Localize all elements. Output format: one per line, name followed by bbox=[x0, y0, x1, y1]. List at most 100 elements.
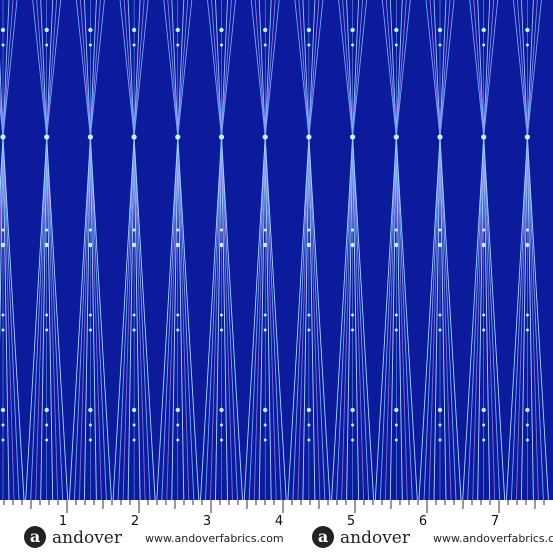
pattern bbox=[0, 0, 549, 501]
pattern-dot bbox=[263, 423, 267, 427]
pattern-dot bbox=[438, 228, 442, 232]
pattern-dot bbox=[132, 313, 136, 317]
pattern-dot bbox=[262, 134, 268, 140]
pattern-dot bbox=[263, 27, 268, 33]
pattern-dot bbox=[263, 242, 268, 248]
pattern-dot bbox=[0, 242, 6, 248]
pattern-dot bbox=[45, 228, 49, 232]
pattern-dot bbox=[175, 407, 180, 413]
pattern-dot bbox=[1, 228, 5, 232]
pattern-dot bbox=[176, 313, 180, 317]
ruler-number: 6 bbox=[419, 514, 427, 529]
ruler-number: 3 bbox=[203, 514, 211, 529]
pattern-dot bbox=[0, 134, 6, 140]
ruler bbox=[0, 500, 553, 553]
ruler-ticks bbox=[3, 500, 545, 513]
pattern-dot bbox=[88, 313, 92, 317]
logo-badge bbox=[24, 526, 46, 548]
pattern-dot bbox=[394, 423, 398, 427]
pattern-dot bbox=[394, 27, 399, 33]
logo-badge bbox=[312, 526, 334, 548]
pattern-dot bbox=[45, 43, 49, 47]
pattern-dot bbox=[88, 242, 93, 248]
pattern-dot bbox=[351, 43, 355, 47]
pattern-dot bbox=[1, 313, 5, 317]
pattern-dot bbox=[88, 228, 92, 232]
pattern-dot bbox=[438, 438, 442, 442]
brand-url: www.andoverfabrics.com bbox=[145, 532, 284, 545]
pattern-dot bbox=[350, 27, 355, 33]
pattern-dot bbox=[438, 423, 442, 427]
pattern-dot bbox=[482, 228, 486, 232]
pattern-dot bbox=[482, 313, 486, 317]
pattern-dot bbox=[44, 134, 50, 140]
pattern-dot bbox=[88, 27, 93, 33]
brand-url: www.andoverfabrics.com bbox=[433, 532, 553, 545]
pattern-dot bbox=[176, 423, 180, 427]
ruler-numbers: 1 2 3 4 5 6 7 bbox=[59, 514, 499, 529]
pattern-dot bbox=[525, 313, 529, 317]
pattern-dot bbox=[482, 438, 486, 442]
pattern-dot bbox=[220, 438, 223, 442]
pattern-dot bbox=[45, 438, 49, 442]
pattern-dot bbox=[220, 228, 223, 232]
pattern-dot bbox=[131, 242, 137, 248]
pattern-dot bbox=[220, 423, 223, 427]
pattern-dot bbox=[482, 328, 486, 332]
pattern-dot bbox=[525, 407, 530, 413]
pattern-dot bbox=[525, 423, 529, 427]
pattern-dot bbox=[525, 228, 529, 232]
pattern-dot bbox=[307, 228, 311, 232]
pattern-dot bbox=[394, 43, 398, 47]
pattern-dot bbox=[307, 328, 311, 332]
pattern-dot bbox=[524, 134, 531, 140]
pattern-dot bbox=[175, 134, 181, 140]
pattern-dot bbox=[88, 438, 92, 442]
pattern-dot bbox=[394, 438, 398, 442]
pattern-dot bbox=[219, 407, 224, 413]
pattern-dot bbox=[307, 313, 311, 317]
ruler-number: 2 bbox=[131, 514, 139, 529]
pattern-dot bbox=[176, 328, 180, 332]
pattern-dot bbox=[132, 228, 136, 232]
pattern-dot bbox=[394, 328, 398, 332]
fabric-background bbox=[0, 0, 553, 500]
brand-name: andover bbox=[52, 528, 123, 548]
pattern-dot bbox=[438, 43, 442, 47]
pattern-dot bbox=[394, 242, 399, 248]
pattern-dot bbox=[45, 328, 49, 332]
pattern-dot bbox=[481, 242, 486, 248]
pattern-dot bbox=[219, 27, 224, 33]
pattern-dot bbox=[437, 27, 443, 33]
pattern-dot bbox=[44, 27, 49, 33]
ruler-number: 4 bbox=[275, 514, 283, 529]
pattern-dot bbox=[481, 134, 487, 140]
pattern-dot bbox=[394, 313, 398, 317]
pattern-dot bbox=[263, 438, 267, 442]
ruler-number: 1 bbox=[59, 514, 67, 529]
pattern-dot bbox=[218, 134, 225, 140]
pattern-dot bbox=[481, 407, 486, 413]
pattern-dot bbox=[132, 328, 136, 332]
pattern-dot bbox=[45, 313, 49, 317]
pattern-dot bbox=[394, 228, 398, 232]
pattern-dot bbox=[307, 423, 311, 427]
pattern-dot bbox=[88, 328, 92, 332]
pattern-dot bbox=[176, 43, 180, 47]
pattern-dot bbox=[132, 43, 136, 47]
pattern-dot bbox=[263, 407, 268, 413]
pattern-dot bbox=[437, 134, 443, 140]
pattern-dot bbox=[87, 134, 93, 140]
pattern-dot bbox=[131, 134, 137, 140]
pattern-dot bbox=[350, 134, 356, 140]
pattern-dot bbox=[132, 438, 136, 442]
pattern-dot bbox=[44, 242, 49, 248]
pattern-dot bbox=[88, 407, 93, 413]
pattern-dot bbox=[176, 228, 180, 232]
pattern-dot bbox=[394, 407, 399, 413]
pattern-dot bbox=[176, 438, 180, 442]
pattern-dot bbox=[438, 328, 442, 332]
pattern-dot bbox=[45, 423, 49, 427]
pattern-dot bbox=[132, 423, 136, 427]
